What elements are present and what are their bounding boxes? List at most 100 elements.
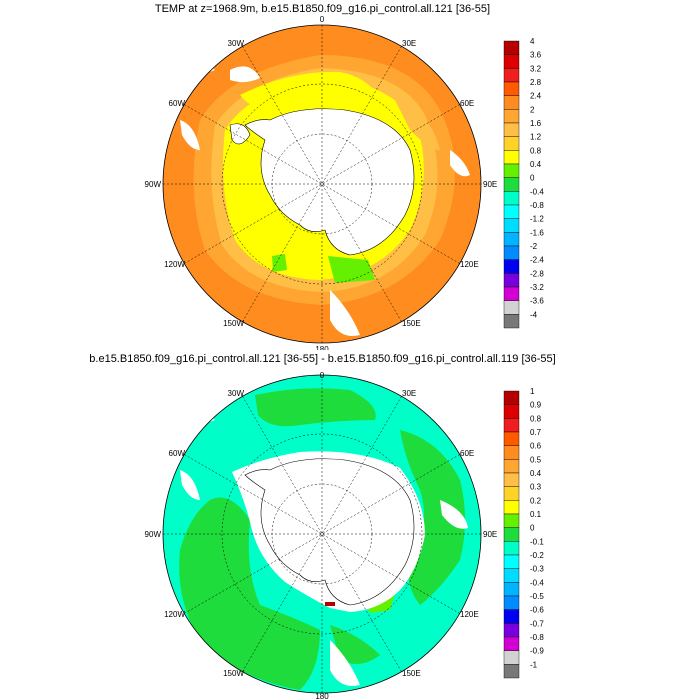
panel-difference: b.e15.B1850.f09_g16.pi_control.all.121 [… [0, 350, 700, 700]
colorbar-swatch [503, 404, 520, 419]
colorbar-swatch [503, 636, 520, 651]
colorbar-swatch [503, 273, 520, 288]
colorbar-label: -2 [530, 242, 538, 251]
colorbar-label: -1.6 [530, 228, 544, 237]
colorbar-label: -0.8 [530, 201, 544, 210]
panel-title: TEMP at z=1968.9m, b.e15.B1850.f09_g16.p… [154, 3, 491, 15]
kerguelen-land [450, 150, 470, 177]
colorbar-swatch [503, 40, 520, 55]
colorbar-swatch [503, 431, 520, 446]
lon-label-90w: 90W [145, 530, 162, 539]
panel-title: b.e15.B1850.f09_g16.pi_control.all.121 [… [89, 353, 556, 365]
south-america-land [165, 45, 215, 73]
colorbar-label: 0.7 [530, 428, 542, 437]
colorbar-label: 0.8 [530, 414, 542, 423]
colorbar: 1 0.9 0.8 0.7 0.6 0.5 0.4 0.3 0.2 0.1 0 -0.1 -0.2 -0.… [503, 387, 544, 679]
colorbar-label: 0.4 [530, 160, 542, 169]
graticule [163, 25, 481, 343]
colorbar-label: 2.8 [530, 78, 542, 87]
colorbar-label: 1.6 [530, 119, 542, 128]
red-patch [325, 602, 335, 606]
colorbar-label: 0.8 [530, 146, 542, 155]
colorbar-swatch [503, 122, 520, 137]
colorbar-swatch [503, 609, 520, 624]
lon-label-0: 0 [320, 15, 325, 24]
map-field [163, 25, 481, 343]
antarctica [244, 108, 415, 256]
colorbar-swatch [503, 513, 520, 528]
weddell-patch [240, 71, 380, 111]
lon-label-60w: 60W [169, 99, 186, 108]
colorbar: 4 3.6 3.2 2.8 2.4 2 1.6 1.2 0.8 0.4 0 -0.4 -0.8 -1.2 -… [503, 37, 544, 329]
map-field [163, 375, 481, 693]
colorbar-label: -0.5 [530, 592, 544, 601]
colorbar-swatch [503, 472, 520, 487]
colorbar-label: -0.4 [530, 578, 544, 587]
colorbar-label: -3.6 [530, 297, 544, 306]
lon-label-90e: 90E [483, 180, 497, 189]
lon-label-30w: 30W [228, 39, 245, 48]
colorbar-swatch [503, 150, 520, 165]
lon-label-90w: 90W [145, 180, 162, 189]
colorbar-label: 1 [530, 387, 535, 396]
colorbar-label: -2.8 [530, 269, 544, 278]
colorbar-swatch [503, 554, 520, 569]
graticule [163, 375, 481, 693]
lon-label-30w: 30W [228, 389, 245, 398]
lon-label-60e: 60E [460, 449, 474, 458]
colorbar-swatch [503, 177, 520, 192]
map-border [162, 374, 482, 694]
colorbar-swatch [503, 314, 520, 329]
colorbar-swatch [503, 245, 520, 260]
lon-label-90e: 90E [483, 530, 497, 539]
colorbar-swatch [503, 390, 520, 405]
colorbar-label: -0.3 [530, 565, 544, 574]
lon-label-150e: 150E [402, 319, 421, 328]
lon-label-60e: 60E [460, 99, 474, 108]
colorbar-swatch [503, 500, 520, 515]
colorbar-swatch [503, 418, 520, 433]
colorbar-label: 0.5 [530, 455, 542, 464]
lon-label-150e: 150E [402, 669, 421, 678]
south-georgia-land [230, 66, 260, 83]
colorbar-swatch [503, 300, 520, 315]
colorbar-label: -3.2 [530, 283, 544, 292]
colorbar-label: 0.6 [530, 442, 542, 451]
longitude-labels: 0 30E 60E 90E 120E 150E 180 150W 120W 90… [145, 15, 498, 350]
colorbar-swatch [503, 445, 520, 460]
lon-label-120w: 120W [164, 260, 185, 269]
colorbar-label: -0.8 [530, 633, 544, 642]
lon-label-180: 180 [315, 345, 329, 350]
antarctica-coast [244, 458, 415, 606]
map-svg: 0 30E 60E 90E 120E 150E 180 150W 120W 90… [145, 371, 545, 700]
colorbar-label: -0.4 [530, 187, 544, 196]
colorbar-swatch [503, 664, 520, 679]
map-svg: 0 30E 60E 90E 120E 150E 180 150W 120W 90… [145, 15, 545, 350]
colorbar-label: 0.9 [530, 401, 542, 410]
lon-label-150w: 150W [223, 319, 244, 328]
kerguelen-land [440, 500, 468, 529]
south-america-land [165, 395, 215, 423]
lon-label-120e: 120E [460, 260, 479, 269]
colorbar-label: 2.4 [530, 92, 542, 101]
patagonia-land [180, 120, 200, 150]
antarctic-peninsula [229, 123, 251, 145]
colorbar-swatch [503, 163, 520, 178]
colorbar-label: 1.2 [530, 133, 542, 142]
lon-label-30e: 30E [402, 389, 416, 398]
lon-label-30e: 30E [402, 39, 416, 48]
green-atlantic [255, 388, 376, 427]
colorbar-label: -0.2 [530, 551, 544, 560]
colorbar-swatch [503, 595, 520, 610]
colorbar-label: 0.4 [530, 469, 542, 478]
colorbar-swatch [503, 541, 520, 556]
amundsen-green-patch [272, 254, 287, 272]
map-border [162, 24, 482, 344]
colorbar-swatch [503, 81, 520, 96]
colorbar-label: 3.2 [530, 64, 542, 73]
patagonia-land [180, 470, 200, 500]
colorbar-swatch [503, 650, 520, 665]
colorbar-label: -1 [530, 660, 538, 669]
colorbar-swatch [503, 232, 520, 247]
colorbar-label: 0 [530, 524, 535, 533]
